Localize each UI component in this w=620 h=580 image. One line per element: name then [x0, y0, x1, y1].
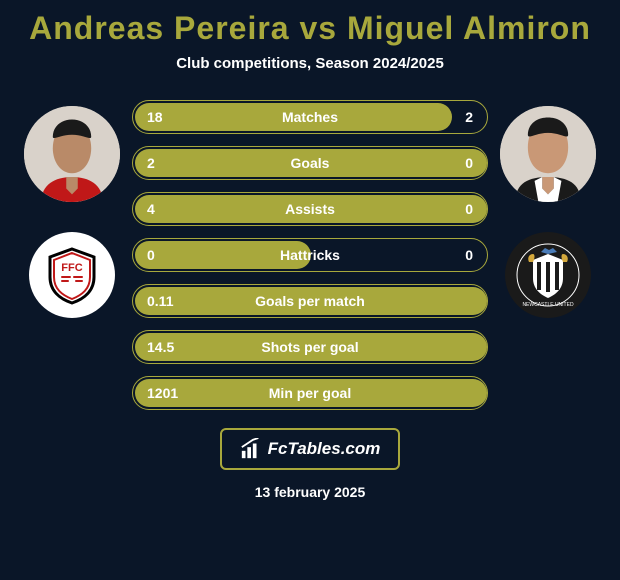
brand-text: FcTables.com [268, 439, 381, 459]
stat-label: Goals per match [223, 293, 397, 309]
stat-row: 14.5 Shots per goal [132, 330, 488, 364]
svg-text:NEWCASTLE UNITED: NEWCASTLE UNITED [522, 302, 574, 308]
comparison-subtitle: Club competitions, Season 2024/2025 [0, 55, 620, 72]
footer: FcTables.com 13 february 2025 [0, 428, 620, 500]
stat-row: 18 Matches 2 [132, 100, 488, 134]
generated-date: 13 february 2025 [255, 484, 366, 500]
stat-label: Shots per goal [223, 339, 397, 355]
left-player-column: FFC [22, 100, 122, 318]
comparison-main: FFC 18 Matches 2 2 Goals 0 4 Assists [0, 100, 620, 410]
stat-left-value: 14.5 [133, 339, 223, 355]
stats-list: 18 Matches 2 2 Goals 0 4 Assists 0 0 Hat… [132, 100, 488, 410]
stat-left-value: 0.11 [133, 293, 223, 309]
stat-right-value: 0 [397, 201, 487, 217]
person-icon [24, 106, 120, 202]
stat-row: 2 Goals 0 [132, 146, 488, 180]
club-left-logo: FFC [29, 232, 115, 318]
fulham-shield-icon: FFC [42, 245, 102, 305]
stat-label: Matches [223, 109, 397, 125]
comparison-title: Andreas Pereira vs Miguel Almiron [0, 10, 620, 47]
stat-right-value: 0 [397, 247, 487, 263]
stat-right-value: 0 [397, 155, 487, 171]
stat-row: 4 Assists 0 [132, 192, 488, 226]
stat-label: Min per goal [223, 385, 397, 401]
stat-row: 0.11 Goals per match [132, 284, 488, 318]
stat-right-value: 2 [397, 109, 487, 125]
brand-badge: FcTables.com [220, 428, 400, 470]
club-right-logo: NEWCASTLE UNITED [505, 232, 591, 318]
stat-label: Goals [223, 155, 397, 171]
svg-text:FFC: FFC [61, 262, 82, 274]
right-player-column: NEWCASTLE UNITED [498, 100, 598, 318]
stat-label: Hattricks [223, 247, 397, 263]
stat-left-value: 2 [133, 155, 223, 171]
person-icon [500, 106, 596, 202]
stat-left-value: 4 [133, 201, 223, 217]
player-left-avatar [24, 106, 120, 202]
stat-row: 0 Hattricks 0 [132, 238, 488, 272]
stat-left-value: 0 [133, 247, 223, 263]
player-right-avatar [500, 106, 596, 202]
stat-left-value: 1201 [133, 385, 223, 401]
bar-chart-icon [240, 438, 262, 460]
stat-left-value: 18 [133, 109, 223, 125]
stat-row: 1201 Min per goal [132, 376, 488, 410]
newcastle-crest-icon: NEWCASTLE UNITED [513, 240, 583, 310]
stat-label: Assists [223, 201, 397, 217]
